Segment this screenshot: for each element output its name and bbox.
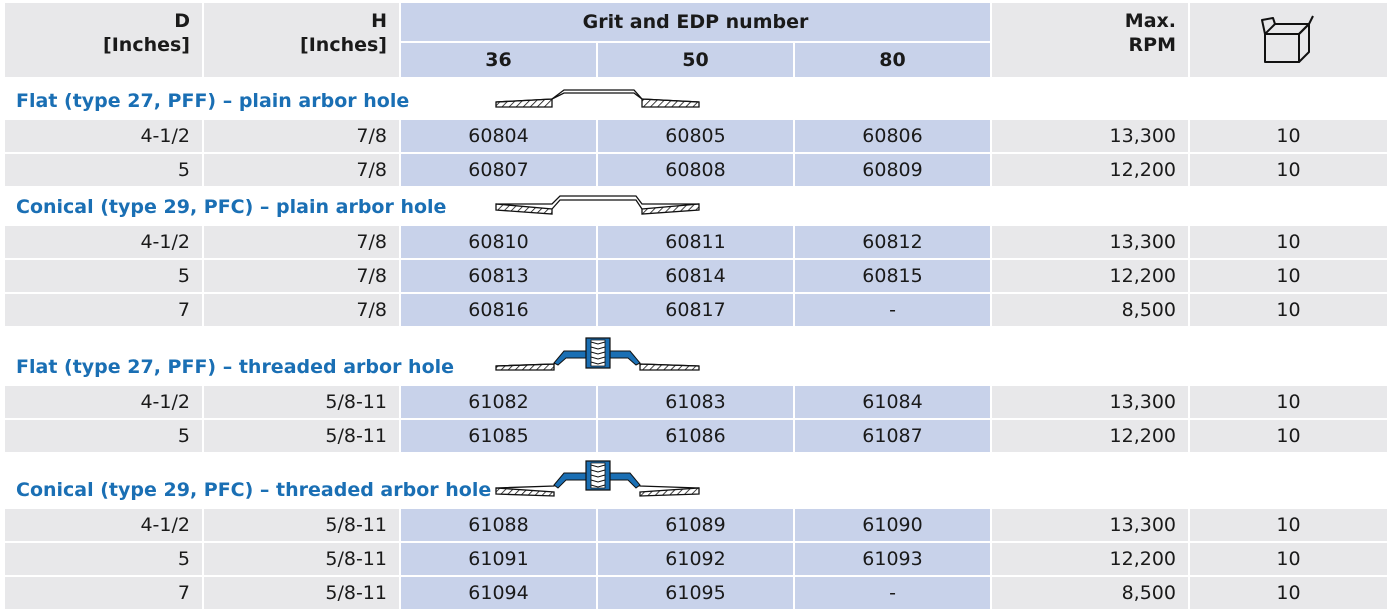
cell-h: 7/8 [204, 154, 399, 186]
cell-g80: 60815 [795, 260, 990, 292]
cell-g50: 60817 [598, 294, 793, 326]
section-title: Conical (type 29, PFC) – threaded arbor … [16, 479, 492, 501]
cell-h: 5/8-11 [204, 420, 399, 452]
cell-rpm: 12,200 [992, 543, 1188, 575]
cell-d: 5 [5, 543, 202, 575]
cell-h: 5/8-11 [204, 509, 399, 541]
section-title: Flat (type 27, PFF) – threaded arbor hol… [16, 356, 455, 378]
cell-qty: 10 [1190, 543, 1387, 575]
cell-h: 7/8 [204, 294, 399, 326]
cell-d: 4-1/2 [5, 226, 202, 258]
cell-d: 4-1/2 [5, 120, 202, 152]
section-title: Flat (type 27, PFF) – plain arbor hole [16, 90, 410, 112]
header-grit-50: 50 [598, 43, 793, 77]
cell-g50: 61086 [598, 420, 793, 452]
cell-qty: 10 [1190, 260, 1387, 292]
cell-d: 7 [5, 294, 202, 326]
cell-h: 5/8-11 [204, 577, 399, 609]
cell-rpm: 13,300 [992, 226, 1188, 258]
cell-g36: 61088 [401, 509, 596, 541]
cell-g50: 61095 [598, 577, 793, 609]
cell-g80: - [795, 294, 990, 326]
cell-qty: 10 [1190, 420, 1387, 452]
cell-rpm: 13,300 [992, 120, 1188, 152]
cell-qty: 10 [1190, 154, 1387, 186]
cell-g50: 61089 [598, 509, 793, 541]
cell-h: 7/8 [204, 120, 399, 152]
cell-rpm: 13,300 [992, 386, 1188, 418]
cell-g80: 61087 [795, 420, 990, 452]
header-h-label: H [371, 10, 387, 32]
cell-rpm: 12,200 [992, 260, 1188, 292]
header-rpm-line1: Max. [1124, 10, 1176, 32]
header-grit-36: 36 [401, 43, 596, 77]
cell-g50: 60805 [598, 120, 793, 152]
cell-qty: 10 [1190, 509, 1387, 541]
cell-g36: 61082 [401, 386, 596, 418]
header-h: H [Inches] [204, 3, 399, 77]
cell-g36: 61094 [401, 577, 596, 609]
cell-rpm: 12,200 [992, 154, 1188, 186]
header-h-unit: [Inches] [300, 34, 387, 56]
cell-g36: 61085 [401, 420, 596, 452]
package-box-icon [1260, 15, 1314, 63]
cell-d: 4-1/2 [5, 386, 202, 418]
cell-rpm: 13,300 [992, 509, 1188, 541]
cell-qty: 10 [1190, 120, 1387, 152]
header-grit-80: 80 [795, 43, 990, 77]
cell-d: 5 [5, 420, 202, 452]
header-d: D [Inches] [5, 3, 202, 77]
header-d-unit: [Inches] [103, 34, 190, 56]
cell-g50: 61083 [598, 386, 793, 418]
cell-g36: 60810 [401, 226, 596, 258]
cell-g50: 60814 [598, 260, 793, 292]
section-title: Conical (type 29, PFC) – plain arbor hol… [16, 196, 447, 218]
cell-g80: 61090 [795, 509, 990, 541]
cell-g36: 60816 [401, 294, 596, 326]
cell-g36: 60807 [401, 154, 596, 186]
cell-h: 5/8-11 [204, 386, 399, 418]
cell-g36: 60804 [401, 120, 596, 152]
cell-h: 7/8 [204, 260, 399, 292]
cell-g36: 61091 [401, 543, 596, 575]
cell-qty: 10 [1190, 386, 1387, 418]
cell-g80: 60809 [795, 154, 990, 186]
cell-g80: - [795, 577, 990, 609]
cell-rpm: 8,500 [992, 294, 1188, 326]
cell-g80: 60812 [795, 226, 990, 258]
cell-qty: 10 [1190, 294, 1387, 326]
header-d-label: D [174, 10, 190, 32]
cell-d: 5 [5, 154, 202, 186]
cell-qty: 10 [1190, 577, 1387, 609]
header-max-rpm: Max. RPM [992, 3, 1188, 77]
cell-g50: 61092 [598, 543, 793, 575]
cell-d: 5 [5, 260, 202, 292]
cell-g36: 60813 [401, 260, 596, 292]
flat-threaded-disc-icon [494, 334, 704, 378]
flat-plain-disc-icon [494, 86, 704, 116]
cell-h: 5/8-11 [204, 543, 399, 575]
cell-g80: 61093 [795, 543, 990, 575]
conical-threaded-disc-icon [494, 458, 704, 502]
cell-rpm: 12,200 [992, 420, 1188, 452]
cell-qty: 10 [1190, 226, 1387, 258]
cell-g80: 61084 [795, 386, 990, 418]
cell-rpm: 8,500 [992, 577, 1188, 609]
header-grit-title: Grit and EDP number [401, 3, 990, 41]
header-rpm-line2: RPM [1128, 34, 1176, 56]
header-package [1190, 3, 1387, 77]
cell-g80: 60806 [795, 120, 990, 152]
cell-d: 7 [5, 577, 202, 609]
cell-g50: 60808 [598, 154, 793, 186]
cell-g50: 60811 [598, 226, 793, 258]
cell-d: 4-1/2 [5, 509, 202, 541]
conical-plain-disc-icon [494, 192, 704, 222]
cell-h: 7/8 [204, 226, 399, 258]
